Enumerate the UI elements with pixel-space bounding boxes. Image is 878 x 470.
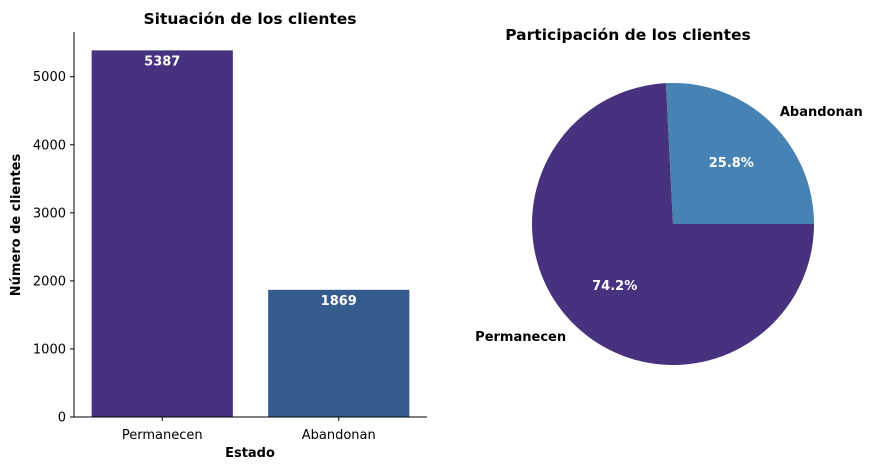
y-tick-label: 4000 (33, 138, 66, 153)
bar-data-label: 5387 (144, 54, 180, 69)
y-tick-label: 3000 (33, 206, 66, 221)
bar-data-label: 1869 (321, 294, 357, 309)
x-axis-label: Estado (225, 446, 275, 461)
pie-category-label: Abandonan (780, 105, 863, 120)
y-axis-label: Número de clientes (9, 154, 24, 297)
bar-series (91, 50, 410, 418)
x-tick-label: Permanecen (122, 428, 203, 443)
pie-labels: 74.2% Permanecen 25.8% Abandonan (475, 105, 863, 345)
y-tick-label: 0 (58, 411, 66, 426)
pie-chart: Participación de los clientes 74.2% Perma… (475, 26, 863, 366)
y-axis-ticks: 0 1000 2000 3000 4000 5000 (33, 70, 74, 426)
y-tick-label: 5000 (33, 70, 66, 85)
pie-slices (531, 83, 814, 366)
pie-slice-permanecen (531, 83, 814, 366)
bar-permanecen (91, 50, 233, 418)
y-tick-label: 2000 (33, 274, 66, 289)
bar-data-labels: 5387 1869 (144, 54, 357, 308)
bar-chart: Situación de los clientes 5387 1869 0 1000… (9, 10, 427, 461)
pie-category-label: Permanecen (475, 330, 566, 345)
bar-abandonan (268, 289, 410, 417)
pie-chart-title: Participación de los clientes (505, 26, 751, 44)
x-axis-ticks: Permanecen Abandonan (122, 417, 376, 443)
x-tick-label: Abandonan (302, 428, 376, 443)
pie-slice-abandonan (665, 83, 814, 224)
pie-percent-label: 25.8% (709, 156, 754, 171)
bar-chart-title: Situación de los clientes (143, 10, 356, 28)
y-tick-label: 1000 (33, 342, 66, 357)
pie-percent-label: 74.2% (592, 279, 637, 294)
